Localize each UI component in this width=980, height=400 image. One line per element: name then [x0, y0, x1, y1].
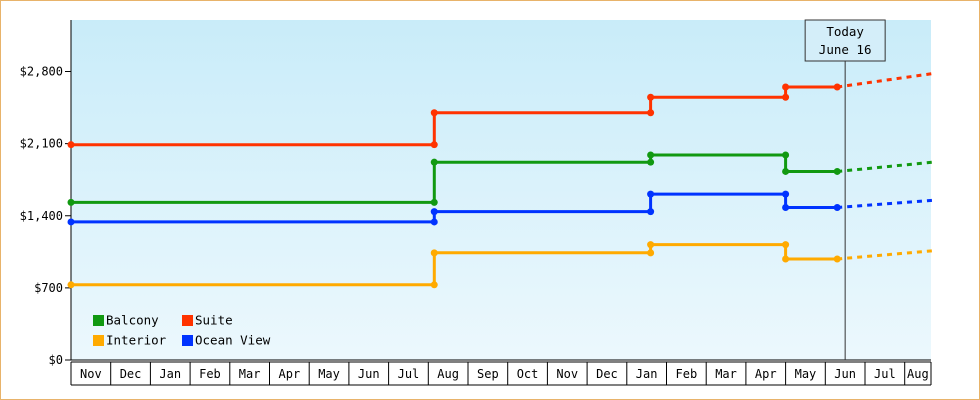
plot-background: [71, 20, 931, 360]
data-point-ocean-view: [430, 208, 438, 216]
data-point-ocean-view: [647, 190, 655, 198]
x-tick-label: Nov: [556, 367, 578, 381]
data-point-balcony: [430, 198, 438, 206]
data-point-interior: [647, 241, 655, 249]
x-tick-label: Jan: [159, 367, 181, 381]
data-point-suite: [782, 83, 790, 91]
legend-label-interior: Interior: [106, 333, 167, 348]
legend-label-ocean-view: Ocean View: [195, 333, 271, 348]
x-tick-label: Jun: [358, 367, 380, 381]
x-tick-label: Apr: [755, 367, 777, 381]
x-tick-label: May: [795, 367, 817, 381]
today-box: [804, 19, 886, 62]
x-tick-label: Jun: [834, 367, 856, 381]
y-tick-label: $2,800: [20, 65, 63, 79]
data-point-suite: [430, 141, 438, 149]
data-point-interior: [430, 281, 438, 289]
data-point-balcony: [782, 167, 790, 175]
y-tick-label: $2,100: [20, 137, 63, 151]
data-point-suite: [782, 93, 790, 101]
data-point-interior: [833, 255, 841, 263]
data-point-interior: [782, 241, 790, 249]
data-point-ocean-view: [430, 218, 438, 226]
data-point-balcony: [647, 158, 655, 166]
y-tick-label: $1,400: [20, 209, 63, 223]
x-tick-label: Jan: [636, 367, 658, 381]
series-balcony: [67, 151, 933, 206]
x-tick-label: Mar: [715, 367, 737, 381]
data-point-ocean-view: [782, 190, 790, 198]
data-point-suite: [430, 109, 438, 117]
x-tick-label: Apr: [279, 367, 301, 381]
data-point-balcony: [430, 158, 438, 166]
x-tick-label: Aug: [437, 367, 459, 381]
data-point-suite: [67, 141, 75, 149]
x-tick-label: Dec: [596, 367, 618, 381]
x-tick-label: Feb: [676, 367, 698, 381]
legend-swatch-ocean-view: [182, 335, 193, 346]
series-projection-suite: [836, 72, 933, 89]
legend-label-suite: Suite: [195, 313, 233, 328]
today-date-label: June 16: [819, 42, 872, 57]
legend-swatch-interior: [93, 335, 104, 346]
series-suite: [67, 72, 933, 149]
legend-swatch-balcony: [93, 315, 104, 326]
x-tick-label: Feb: [199, 367, 221, 381]
x-tick-label: Jul: [874, 367, 896, 381]
x-tick-label: Sep: [477, 367, 499, 381]
today-label: Today: [826, 24, 864, 39]
data-point-suite: [833, 83, 841, 91]
x-tick-label: May: [318, 367, 340, 381]
x-tick-label: Jul: [398, 367, 420, 381]
x-tick-label: Dec: [120, 367, 142, 381]
data-point-balcony: [782, 151, 790, 159]
data-point-balcony: [67, 198, 75, 206]
x-tick-label: Mar: [239, 367, 261, 381]
legend-label-balcony: Balcony: [106, 313, 159, 328]
data-point-interior: [782, 255, 790, 263]
series-interior: [67, 241, 933, 289]
data-point-balcony: [833, 167, 841, 175]
data-point-ocean-view: [782, 204, 790, 212]
x-tick-label: Aug: [907, 367, 929, 381]
x-tick-label: Nov: [80, 367, 102, 381]
x-tick-label: Oct: [517, 367, 539, 381]
data-point-balcony: [647, 151, 655, 159]
data-point-suite: [647, 93, 655, 101]
series-ocean-view: [67, 190, 933, 226]
data-point-suite: [647, 109, 655, 117]
data-point-interior: [67, 281, 75, 289]
legend-swatch-suite: [182, 315, 193, 326]
y-tick-label: $0: [49, 353, 63, 367]
data-point-ocean-view: [647, 208, 655, 216]
data-point-interior: [430, 249, 438, 257]
data-point-interior: [647, 249, 655, 257]
y-tick-label: $700: [34, 281, 63, 295]
data-point-ocean-view: [67, 218, 75, 226]
data-point-ocean-view: [833, 204, 841, 212]
